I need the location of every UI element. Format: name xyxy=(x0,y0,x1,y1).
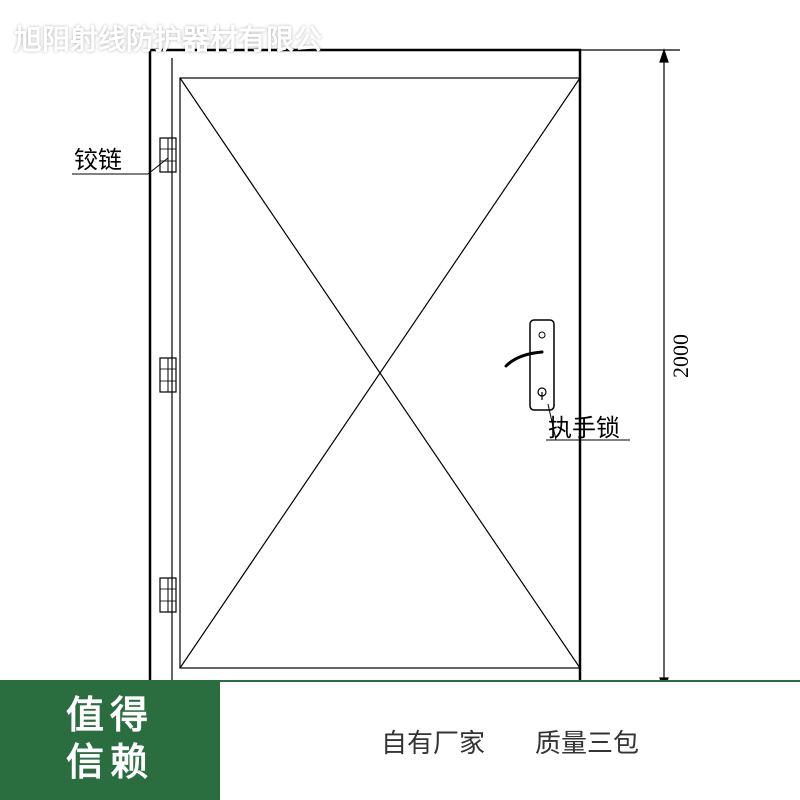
feature-text-2: 质量三包 xyxy=(535,723,639,760)
hinge-1 xyxy=(160,138,176,172)
badge-line2: 信赖 xyxy=(66,740,154,788)
label-lock: 执手锁 xyxy=(548,415,620,442)
trust-badge: 值得 信赖 xyxy=(0,680,220,800)
feature-text-1: 自有厂家 xyxy=(381,723,485,760)
label-height: 2000 xyxy=(668,334,693,378)
door-frame xyxy=(150,50,580,690)
bottom-right-panel: 自有厂家 质量三包 xyxy=(220,680,800,800)
hinge-2 xyxy=(160,358,176,392)
hinge-3 xyxy=(160,578,176,612)
dimension-height xyxy=(580,50,680,690)
label-hinge: 铰链 xyxy=(74,147,122,174)
handle-lock xyxy=(506,320,554,410)
company-watermark: 旭阳射线防护器材有限公 xyxy=(14,18,322,58)
bottom-bar: 值得 信赖 自有厂家 质量三包 xyxy=(0,680,800,800)
badge-line1: 值得 xyxy=(66,693,154,741)
